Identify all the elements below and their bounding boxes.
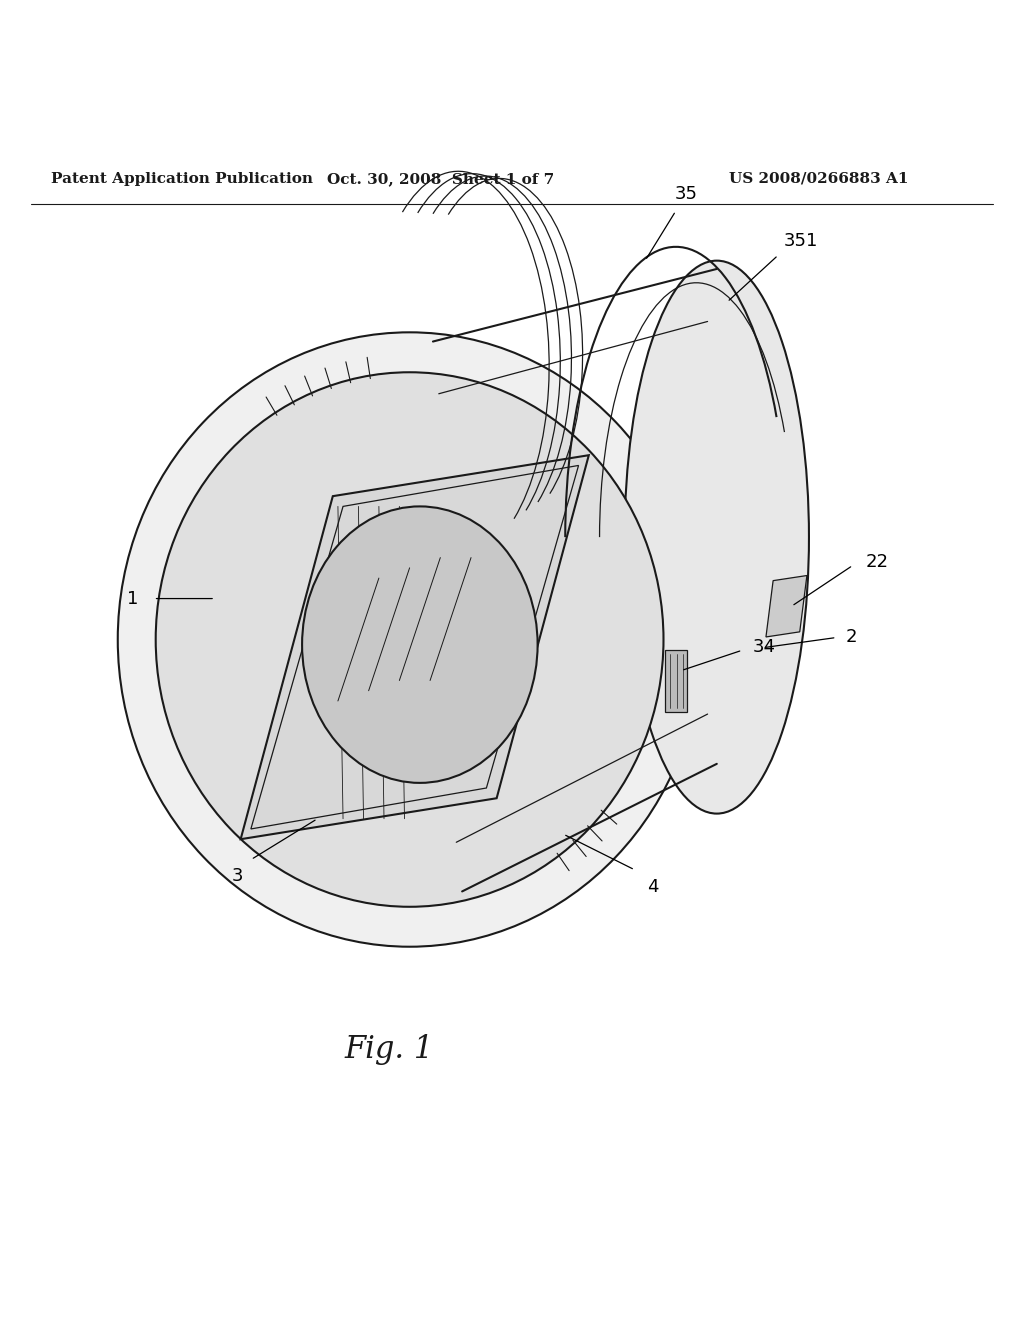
- Text: 1: 1: [127, 590, 138, 607]
- Ellipse shape: [156, 372, 664, 907]
- Text: Patent Application Publication: Patent Application Publication: [51, 172, 313, 186]
- Ellipse shape: [302, 507, 538, 783]
- Ellipse shape: [625, 260, 809, 813]
- Text: 2: 2: [846, 628, 857, 647]
- Text: Fig. 1: Fig. 1: [344, 1034, 434, 1065]
- Text: Oct. 30, 2008  Sheet 1 of 7: Oct. 30, 2008 Sheet 1 of 7: [327, 172, 554, 186]
- Polygon shape: [241, 455, 589, 840]
- Text: 4: 4: [647, 878, 658, 896]
- Text: 22: 22: [865, 553, 888, 572]
- Text: 351: 351: [783, 231, 818, 249]
- Ellipse shape: [118, 333, 701, 946]
- Text: 34: 34: [753, 638, 775, 656]
- Polygon shape: [766, 576, 807, 638]
- Text: US 2008/0266883 A1: US 2008/0266883 A1: [729, 172, 909, 186]
- Bar: [665, 651, 687, 711]
- Text: 35: 35: [675, 185, 697, 202]
- Text: 3: 3: [231, 867, 244, 884]
